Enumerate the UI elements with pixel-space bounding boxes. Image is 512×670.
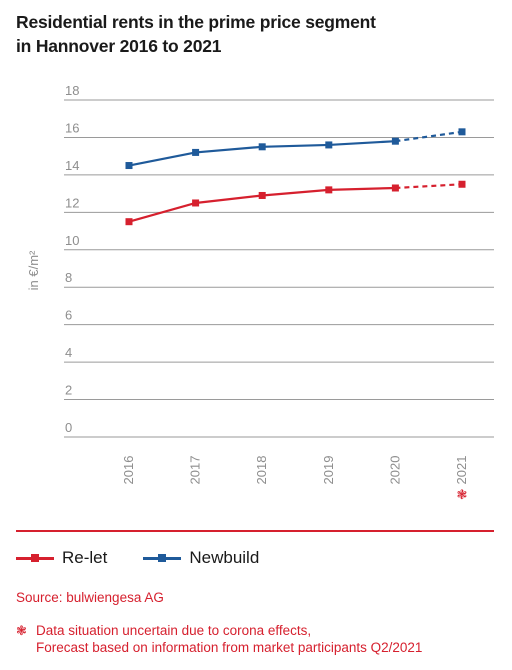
series-forecast-line-newbuild [395,130,463,143]
y-tick-label: 4 [65,345,72,360]
y-tick-label: 14 [65,158,79,173]
x-tick-label: 2021 [454,456,469,485]
data-point-re-let-2017 [192,199,200,207]
legend-swatch-newbuild [143,551,182,565]
chart-title-line-1: Residential rents in the prime price seg… [16,12,376,32]
footnote-line-2: Forecast based on information from marke… [36,640,423,655]
y-tick-label: 8 [65,270,72,285]
legend: Re-let Newbuild [16,545,295,571]
y-tick-label: 2 [65,383,72,398]
line-chart: in €/m² 0 2 4 6 8 10 12 14 16 18 2016 2017 2018 2019 20… [26,83,494,502]
data-point-newbuild-2018 [258,143,266,151]
legend-label-relet: Re-let [62,548,108,567]
data-point-newbuild-2017 [192,148,200,156]
x-tick-label: 2016 [121,456,136,485]
legend-label-newbuild: Newbuild [189,548,260,567]
y-axis-label: in €/m² [26,250,41,290]
y-tick-label: 6 [65,308,72,323]
chart-title-line-2: in Hannover 2016 to 2021 [16,36,222,56]
forecast-virus-icon: ❃ [457,487,468,502]
x-tick-label: 2019 [321,456,336,485]
y-tick-label: 0 [65,420,72,435]
data-point-newbuild-2016 [125,162,133,170]
y-tick-label: 18 [65,83,79,98]
legend-item-relet: Re-let [16,548,107,568]
footnote: ❃ Data situation uncertain due to corona… [16,622,422,656]
data-point-newbuild-2021 [458,128,466,136]
data-point-newbuild-2020 [391,137,399,145]
footnote-line-1: Data situation uncertain due to corona e… [36,623,312,638]
data-point-newbuild-2019 [325,141,333,149]
data-point-re-let-2021 [458,180,466,188]
data-point-re-let-2018 [258,191,266,199]
source-note: Source: bulwiengesa AG [16,590,164,605]
legend-swatch-relet [16,551,54,565]
x-tick-label: 2020 [387,456,402,485]
y-tick-label: 12 [65,195,79,210]
x-tick-label: 2017 [188,456,203,485]
data-point-re-let-2019 [325,186,333,194]
x-tick-label: 2018 [254,456,269,485]
data-point-re-let-2016 [125,218,133,226]
legend-divider [16,530,494,532]
legend-item-newbuild: Newbuild [143,548,259,568]
series-forecast-line-re-let [395,183,463,190]
chart-title: Residential rents in the prime price seg… [16,10,496,58]
data-point-re-let-2020 [391,184,399,192]
y-tick-label: 16 [65,120,79,135]
virus-icon: ❃ [16,623,27,638]
y-tick-label: 10 [65,233,79,248]
